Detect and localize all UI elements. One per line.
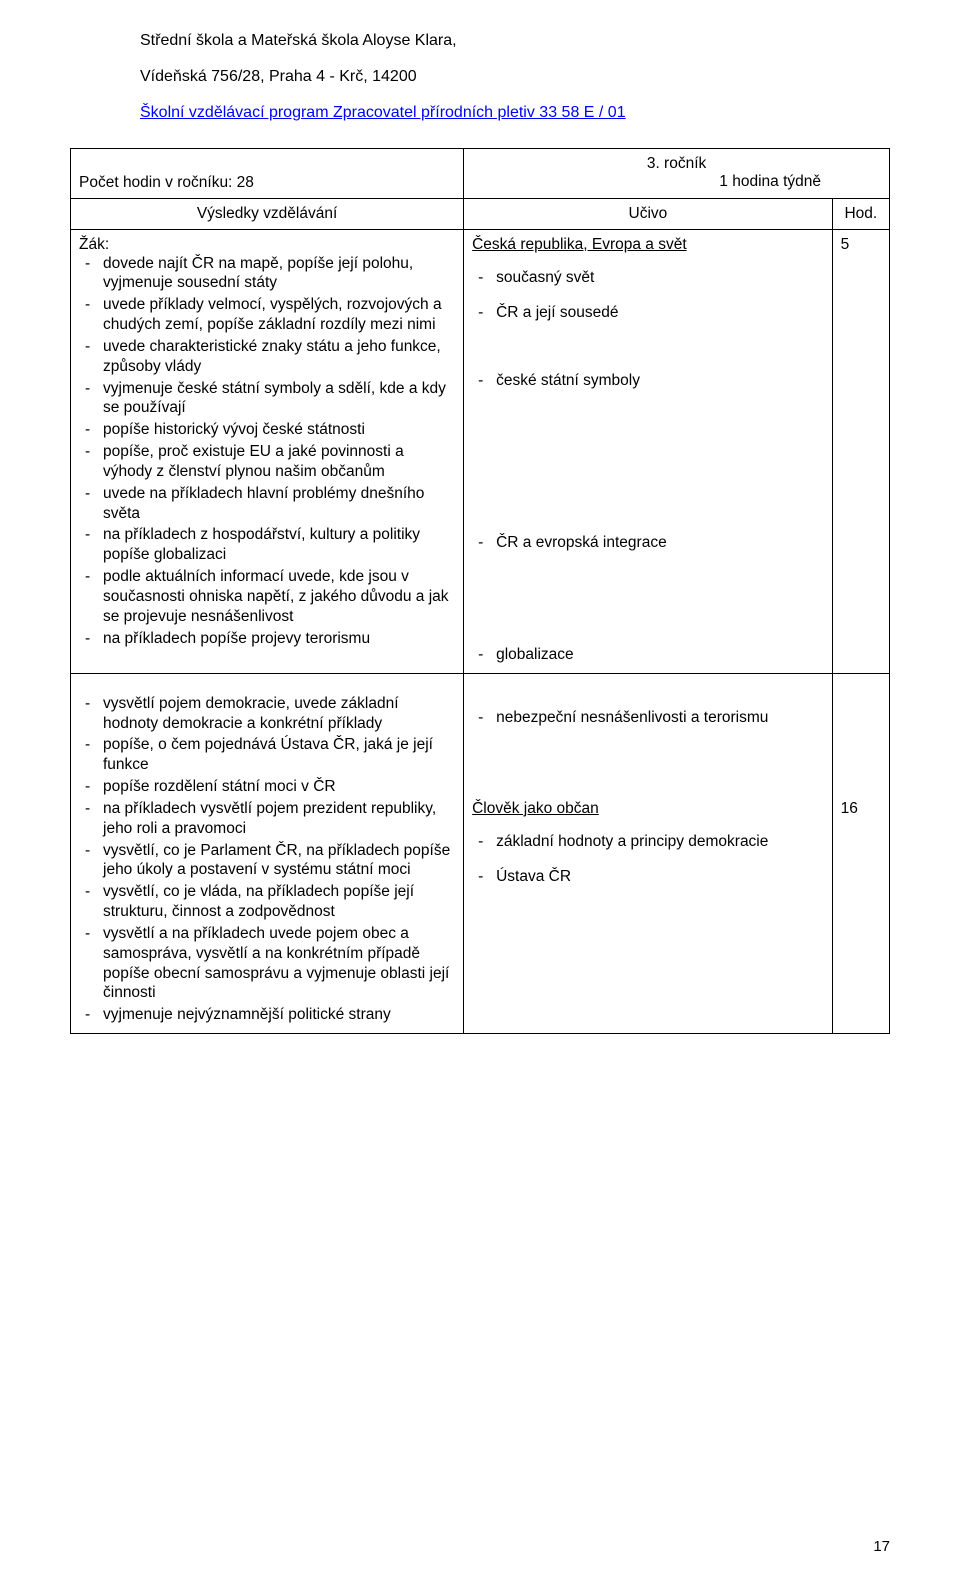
content-list: globalizace	[472, 645, 824, 665]
list-item: vysvětlí a na příkladech uvede pojem obe…	[79, 924, 455, 1003]
list-item: základní hodnoty a principy demokracie	[472, 832, 824, 852]
col-header-hours: Hod.	[832, 198, 889, 229]
outcomes-cell: vysvětlí pojem demokracie, uvede základn…	[71, 673, 464, 1033]
school-name: Střední škola a Mateřská škola Aloyse Kl…	[140, 32, 890, 50]
program-line: Školní vzdělávací program Zpracovatel př…	[140, 104, 890, 122]
content-cell: nebezpeční nesnášenlivosti a terorismu Č…	[464, 673, 833, 1033]
list-item: popíše, proč existuje EU a jaké povinnos…	[79, 442, 455, 482]
list-item: uvede charakteristické znaky státu a jeh…	[79, 337, 455, 377]
content-cell: Česká republika, Evropa a svět současný …	[464, 229, 833, 673]
list-item: vyjmenuje české státní symboly a sdělí, …	[79, 379, 455, 419]
zak-label: Žák:	[79, 236, 455, 254]
topic-title: Člověk jako občan	[472, 800, 824, 818]
col-header-content: Učivo	[464, 198, 833, 229]
list-item: ČR a evropská integrace	[472, 533, 824, 553]
col-header-outcomes: Výsledky vzdělávání	[71, 198, 464, 229]
list-item: nebezpeční nesnášenlivosti a terorismu	[472, 708, 824, 728]
list-item: popíše, o čem pojednává Ústava ČR, jaká …	[79, 735, 455, 775]
list-item: české státní symboly	[472, 371, 824, 391]
content-list: současný svět	[472, 268, 824, 288]
list-item: současný svět	[472, 268, 824, 288]
outcomes-list: dovede najít ČR na mapě, popíše její pol…	[79, 254, 455, 649]
grade-label: 3. ročník	[472, 155, 881, 173]
outcomes-list: vysvětlí pojem demokracie, uvede základn…	[79, 694, 455, 1025]
table-row: vysvětlí pojem demokracie, uvede základn…	[71, 673, 890, 1033]
list-item: popíše historický vývoj české státnosti	[79, 420, 455, 440]
list-item: vysvětlí, co je Parlament ČR, na příklad…	[79, 841, 455, 881]
hours-value: 16	[841, 800, 858, 817]
content-list: ČR a evropská integrace	[472, 533, 824, 553]
list-item: na příkladech popíše projevy terorismu	[79, 629, 455, 649]
curriculum-table: Počet hodin v ročníku: 28 3. ročník 1 ho…	[70, 148, 890, 1034]
list-item: vyjmenuje nejvýznamnější politické stran…	[79, 1005, 455, 1025]
list-item: podle aktuálních informací uvede, kde js…	[79, 567, 455, 626]
list-item: popíše rozdělení státní moci v ČR	[79, 777, 455, 797]
list-item: na příkladech vysvětlí pojem prezident r…	[79, 799, 455, 839]
content-list: nebezpeční nesnášenlivosti a terorismu	[472, 708, 824, 728]
outcomes-cell: Žák: dovede najít ČR na mapě, popíše jej…	[71, 229, 464, 673]
list-item: ČR a její sousedé	[472, 303, 824, 323]
list-item: uvede na příkladech hlavní problémy dneš…	[79, 484, 455, 524]
content-list: ČR a její sousedé	[472, 303, 824, 323]
page: Střední škola a Mateřská škola Aloyse Kl…	[0, 0, 960, 1575]
table-header-row: Výsledky vzdělávání Učivo Hod.	[71, 198, 890, 229]
list-item: dovede najít ČR na mapě, popíše její pol…	[79, 254, 455, 294]
weekly-hours: 1 hodina týdně	[472, 173, 881, 191]
list-item: globalizace	[472, 645, 824, 665]
topic-title: Česká republika, Evropa a svět	[472, 236, 824, 254]
table-top-row: Počet hodin v ročníku: 28 3. ročník 1 ho…	[71, 149, 890, 199]
content-list: Ústava ČR	[472, 867, 824, 887]
list-item: vysvětlí pojem demokracie, uvede základn…	[79, 694, 455, 734]
hours-cell: 5	[832, 229, 889, 673]
list-item: uvede příklady velmocí, vyspělých, rozvo…	[79, 295, 455, 335]
hours-per-year: Počet hodin v ročníku: 28	[79, 174, 254, 191]
content-list: základní hodnoty a principy demokracie	[472, 832, 824, 852]
table-row: Žák: dovede najít ČR na mapě, popíše jej…	[71, 229, 890, 673]
hours-per-year-cell: Počet hodin v ročníku: 28	[71, 149, 464, 199]
content-list: české státní symboly	[472, 371, 824, 391]
list-item: na příkladech z hospodářství, kultury a …	[79, 525, 455, 565]
list-item: Ústava ČR	[472, 867, 824, 887]
page-number: 17	[873, 1538, 890, 1555]
school-address: Vídeňská 756/28, Praha 4 - Krč, 14200	[140, 68, 890, 86]
year-freq-cell: 3. ročník 1 hodina týdně	[464, 149, 890, 199]
list-item: vysvětlí, co je vláda, na příkladech pop…	[79, 882, 455, 922]
hours-cell: 16	[832, 673, 889, 1033]
header-block: Střední škola a Mateřská škola Aloyse Kl…	[140, 32, 890, 122]
